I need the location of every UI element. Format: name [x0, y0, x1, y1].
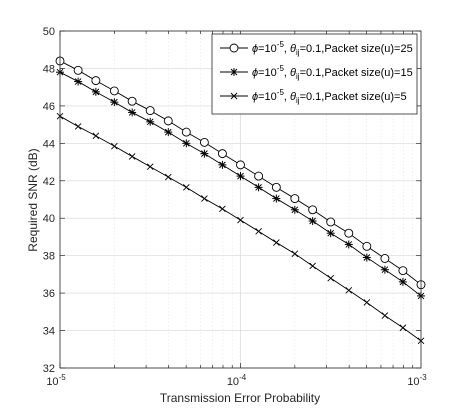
- data-point: [380, 254, 390, 263]
- legend-marker: [230, 92, 238, 100]
- legend-label: ϕ=10-5, θij=0.1,Packet size(u)=5: [252, 88, 407, 105]
- data-point: [218, 160, 227, 169]
- data-point: [236, 172, 245, 181]
- data-point: [145, 106, 155, 116]
- data-point: [345, 286, 353, 294]
- data-point: [308, 217, 317, 226]
- data-point: [362, 253, 371, 262]
- data-point: [109, 86, 119, 96]
- legend-marker: [229, 43, 239, 53]
- data-point: [271, 182, 281, 192]
- series-2: [56, 68, 425, 300]
- data-point: [254, 183, 263, 192]
- data-point: [146, 163, 154, 171]
- data-point: [362, 241, 372, 251]
- data-point: [217, 149, 227, 159]
- data-point: [74, 123, 82, 130]
- y-tick-label: 34: [43, 326, 55, 338]
- data-point: [308, 205, 318, 215]
- legend: ϕ=10-5, θij=0.1,Packet size(u)=25 ϕ=10-5,…: [211, 33, 418, 115]
- data-point: [309, 262, 316, 270]
- data-point: [344, 240, 353, 249]
- data-point: [74, 77, 83, 86]
- legend-label: ϕ=10-5, θij=0.1,Packet size(u)=15: [252, 64, 413, 81]
- series-3: [56, 112, 425, 345]
- legend-marker: [230, 68, 238, 76]
- data-point: [363, 299, 371, 306]
- data-point: [111, 142, 118, 150]
- data-point: [181, 127, 191, 137]
- data-point: [237, 216, 244, 224]
- y-tick-label: 46: [43, 101, 55, 113]
- data-point: [327, 274, 335, 282]
- data-point: [272, 194, 281, 203]
- series-1: [55, 56, 426, 290]
- tick-labels-group: 32 34 36 38 40 42 44 46 48 50 10-5 10-4 10-3: [43, 26, 427, 388]
- y-tick-label: 48: [43, 63, 55, 75]
- data-point: [380, 265, 389, 274]
- y-tick-label: 32: [43, 363, 55, 375]
- x-axis-label: Transmission Error Probability: [160, 391, 320, 405]
- y-tick-label: 40: [43, 213, 55, 225]
- x-tick-label: 10-3: [407, 373, 427, 388]
- data-point: [163, 116, 173, 126]
- data-point: [201, 195, 208, 202]
- data-point: [92, 132, 100, 140]
- data-point: [290, 194, 300, 204]
- y-tick-label: 36: [43, 288, 55, 300]
- data-point: [381, 312, 389, 319]
- y-tick-label: 42: [43, 176, 55, 188]
- y-tick-label: 50: [43, 26, 55, 38]
- data-point: [91, 76, 101, 86]
- data-point: [399, 324, 407, 332]
- data-point: [291, 250, 299, 258]
- data-point: [91, 87, 100, 96]
- data-point: [164, 173, 172, 181]
- legend-box: [211, 33, 418, 115]
- data-point: [127, 96, 137, 106]
- data-point: [326, 217, 336, 227]
- x-tick-label: 10-4: [227, 373, 247, 388]
- series-group: [55, 56, 426, 345]
- legend-entry-3: ϕ=10-5, θij=0.1,Packet size(u)=5: [220, 88, 407, 105]
- data-point: [110, 98, 119, 107]
- data-point: [236, 160, 245, 170]
- legend-label: ϕ=10-5, θij=0.1,Packet size(u)=25: [252, 40, 413, 57]
- data-point: [290, 205, 299, 214]
- data-point: [73, 65, 83, 75]
- data-point: [326, 229, 335, 238]
- data-point: [128, 108, 137, 117]
- legend-entry-1: ϕ=10-5, θij=0.1,Packet size(u)=25: [220, 40, 413, 57]
- data-point: [254, 171, 264, 181]
- data-point: [255, 228, 262, 235]
- data-point: [273, 239, 280, 246]
- data-point: [164, 128, 173, 137]
- data-point: [398, 277, 407, 286]
- data-point: [398, 266, 408, 276]
- data-point: [199, 137, 209, 147]
- data-point: [183, 184, 190, 191]
- y-tick-label: 38: [43, 251, 55, 263]
- data-point: [146, 117, 155, 126]
- y-axis-label: Required SNR (dB): [26, 148, 40, 251]
- data-point: [182, 139, 191, 148]
- data-point: [128, 153, 136, 160]
- ticks-group: [59, 30, 421, 369]
- data-point: [200, 149, 209, 158]
- data-point: [219, 205, 226, 213]
- y-tick-label: 44: [43, 138, 55, 150]
- x-tick-label: 10-5: [46, 373, 66, 388]
- legend-entry-2: ϕ=10-5, θij=0.1,Packet size(u)=15: [220, 64, 413, 81]
- data-point: [344, 228, 354, 238]
